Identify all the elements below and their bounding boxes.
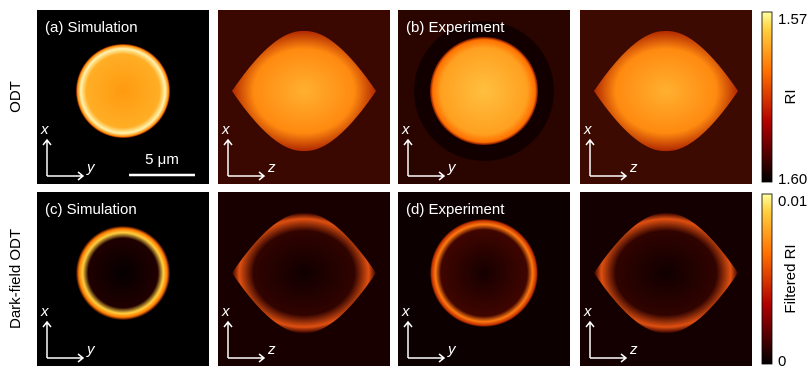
- figure: ODT(a) Simulationxyxz(b) Experimentxyxz1…: [0, 0, 811, 367]
- axis-label: x: [583, 303, 592, 320]
- panel-title: (c) Simulation: [45, 201, 137, 218]
- colorbar: [762, 12, 772, 182]
- axis-label: x: [401, 121, 410, 138]
- panel-title: (d) Experiment: [406, 201, 505, 218]
- object: [76, 44, 170, 138]
- panel-title: (a) Simulation: [45, 19, 138, 36]
- axis-label: x: [221, 303, 230, 320]
- axis-label: x: [583, 121, 592, 138]
- axis-label: x: [40, 121, 49, 138]
- axis-label: z: [267, 159, 276, 176]
- axis-label: x: [401, 303, 410, 320]
- colorbar-label: Filtered RI: [782, 244, 799, 313]
- object: [76, 226, 170, 320]
- axis-label: x: [221, 121, 230, 138]
- colorbar-tick: 1.60: [778, 171, 807, 188]
- panel-title: (b) Experiment: [406, 19, 505, 36]
- axis-label: z: [629, 159, 638, 176]
- colorbar-tick: 0.01: [778, 193, 807, 210]
- scale-bar-label: 5 μm: [145, 151, 179, 168]
- object: [430, 219, 538, 327]
- object: [430, 37, 538, 145]
- row-label: Dark-field ODT: [7, 229, 24, 329]
- colorbar: [762, 194, 772, 364]
- axis-label: x: [40, 303, 49, 320]
- axis-label: z: [629, 341, 638, 358]
- axis-label: z: [267, 341, 276, 358]
- row-label: ODT: [7, 81, 24, 113]
- colorbar-label: RI: [782, 90, 799, 105]
- colorbar-tick: 1.57: [778, 11, 807, 28]
- colorbar-tick: 0: [778, 353, 786, 367]
